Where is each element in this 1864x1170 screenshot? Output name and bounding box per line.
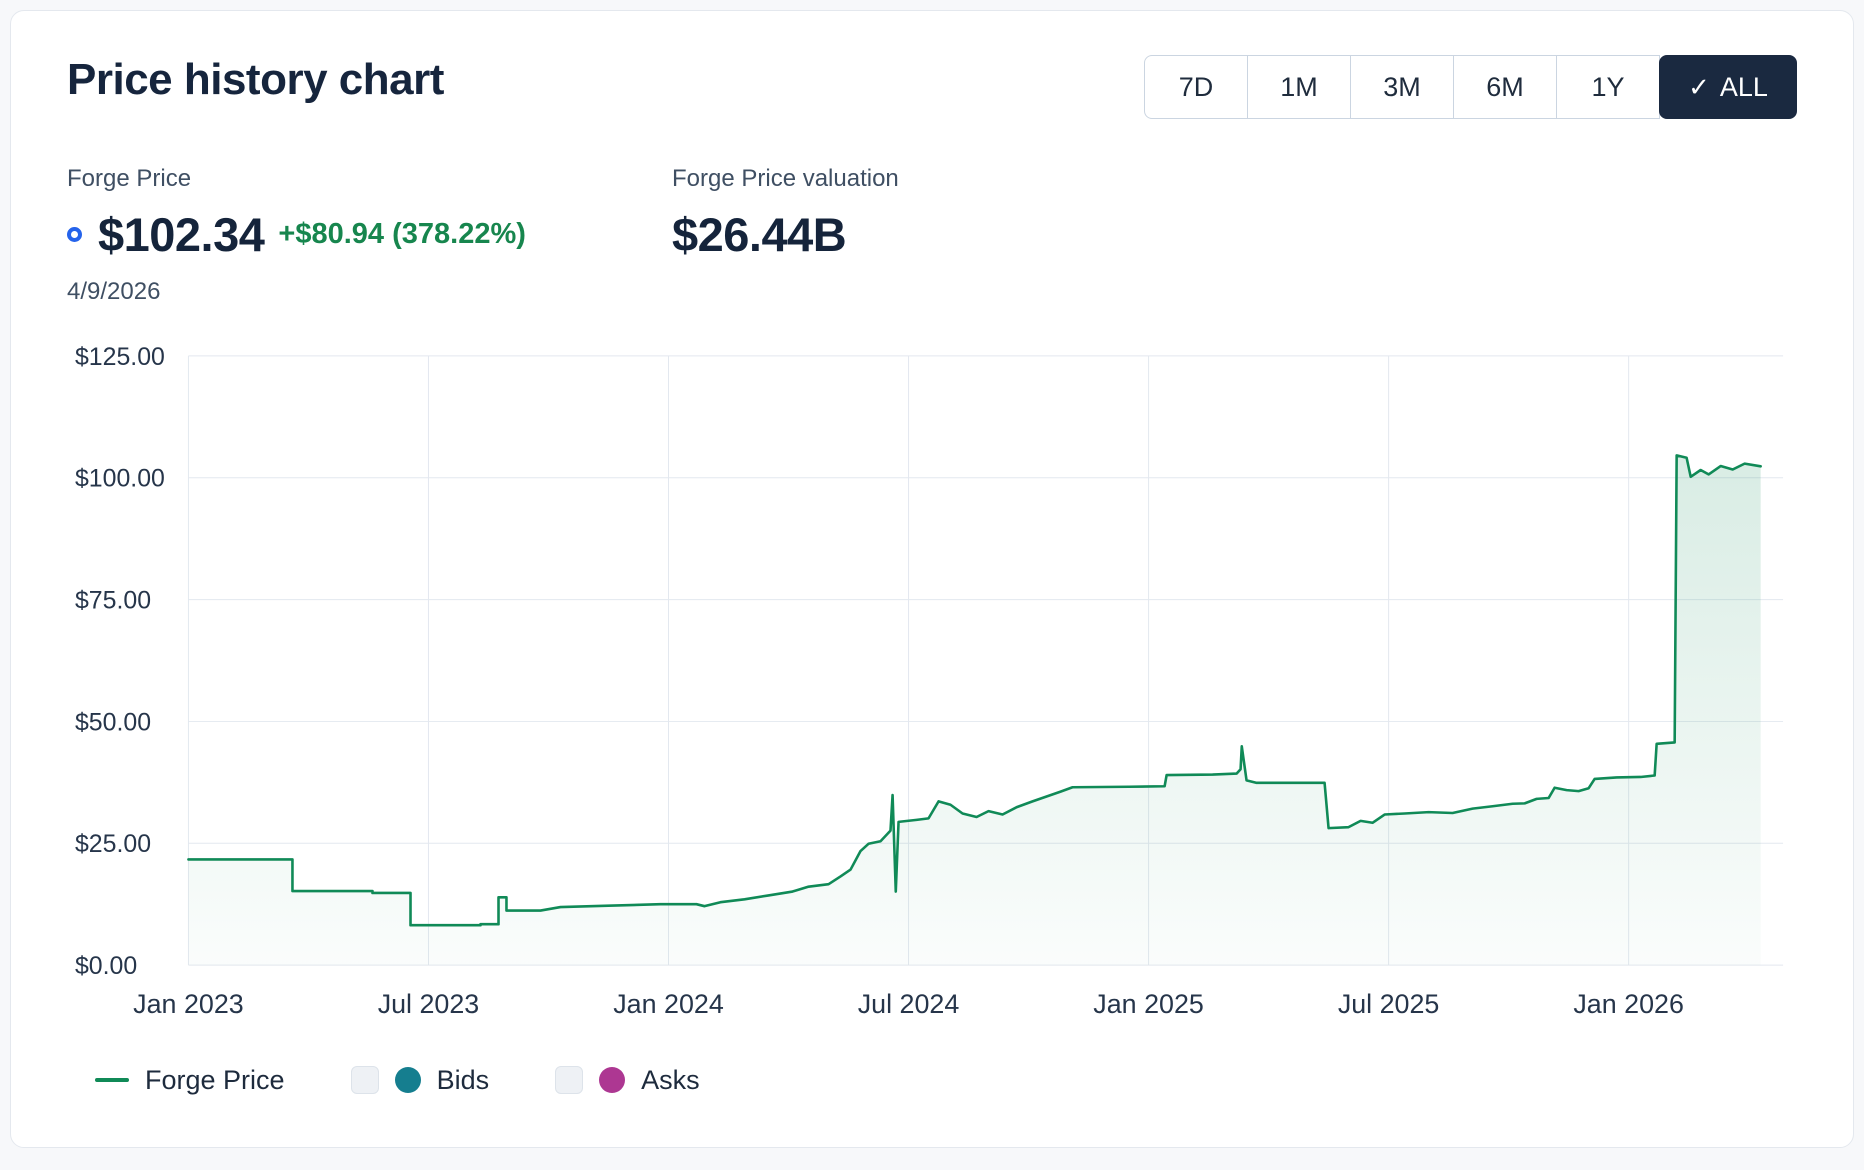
series-marker-icon <box>67 227 82 242</box>
range-button-7d[interactable]: 7D <box>1144 55 1248 119</box>
svg-text:$50.00: $50.00 <box>75 708 151 736</box>
valuation-stat: Forge Price valuation $26.44B <box>672 165 899 262</box>
bids-checkbox[interactable] <box>350 1066 379 1095</box>
chart-area: $0.00 $25.00 $50.00 $75.00 $100.00 $125.00 Jan… <box>67 340 1797 1043</box>
asks-dot-icon <box>599 1067 626 1094</box>
svg-text:Jan 2023: Jan 2023 <box>133 989 244 1019</box>
card-header: Price history chart 7D 1M 3M 6M 1Y ✓ ALL <box>67 55 1797 119</box>
chart-legend: Forge Price Bids Asks <box>95 1065 1797 1096</box>
bids-dot-icon <box>394 1067 421 1094</box>
valuation-label: Forge Price valuation <box>672 165 899 192</box>
range-button-all-label: ALL <box>1719 71 1768 102</box>
range-button-3m[interactable]: 3M <box>1350 55 1454 119</box>
valuation-value: $26.44B <box>672 208 847 261</box>
range-button-6m[interactable]: 6M <box>1453 55 1557 119</box>
svg-text:$75.00: $75.00 <box>75 587 151 615</box>
svg-text:Jan 2026: Jan 2026 <box>1573 989 1684 1019</box>
legend-label-asks: Asks <box>641 1064 700 1095</box>
price-date: 4/9/2026 <box>67 278 161 305</box>
svg-text:$125.00: $125.00 <box>75 343 165 371</box>
legend-item-bids[interactable]: Bids <box>350 1064 490 1096</box>
range-button-1m[interactable]: 1M <box>1247 55 1351 119</box>
legend-label-bids: Bids <box>436 1064 490 1095</box>
time-range-selector: 7D 1M 3M 6M 1Y ✓ ALL <box>1144 55 1797 119</box>
legend-item-forge-price[interactable]: Forge Price <box>95 1065 285 1096</box>
price-change: +$80.94 (378.22%) <box>278 218 526 250</box>
range-button-1y[interactable]: 1Y <box>1556 55 1660 119</box>
range-button-all[interactable]: ✓ ALL <box>1659 55 1797 119</box>
svg-text:Jul 2023: Jul 2023 <box>378 989 480 1019</box>
check-icon: ✓ <box>1688 72 1710 102</box>
legend-label-forge-price: Forge Price <box>145 1064 285 1095</box>
svg-text:$25.00: $25.00 <box>75 830 151 858</box>
asks-checkbox[interactable] <box>555 1066 584 1095</box>
svg-text:Jan 2024: Jan 2024 <box>613 989 724 1019</box>
svg-text:Jul 2025: Jul 2025 <box>1338 989 1440 1019</box>
svg-text:Jul 2024: Jul 2024 <box>858 989 960 1019</box>
price-line: $102.34 +$80.94 (378.22%) <box>67 207 672 262</box>
forge-price-stat: Forge Price $102.34 +$80.94 (378.22%) 4/… <box>67 165 672 306</box>
current-price: $102.34 <box>98 208 265 261</box>
page-title: Price history chart <box>67 55 444 104</box>
svg-text:$100.00: $100.00 <box>75 465 165 493</box>
svg-text:$0.00: $0.00 <box>75 952 137 980</box>
svg-text:Jan 2025: Jan 2025 <box>1093 989 1204 1019</box>
forge-price-line-icon <box>95 1078 129 1083</box>
price-history-line-chart[interactable]: $0.00 $25.00 $50.00 $75.00 $100.00 $125.00 Jan… <box>67 340 1797 1043</box>
price-history-card: Price history chart 7D 1M 3M 6M 1Y ✓ ALL… <box>10 10 1854 1148</box>
forge-price-label: Forge Price <box>67 165 192 192</box>
stats-row: Forge Price $102.34 +$80.94 (378.22%) 4/… <box>67 165 1797 306</box>
legend-item-asks[interactable]: Asks <box>555 1065 700 1096</box>
